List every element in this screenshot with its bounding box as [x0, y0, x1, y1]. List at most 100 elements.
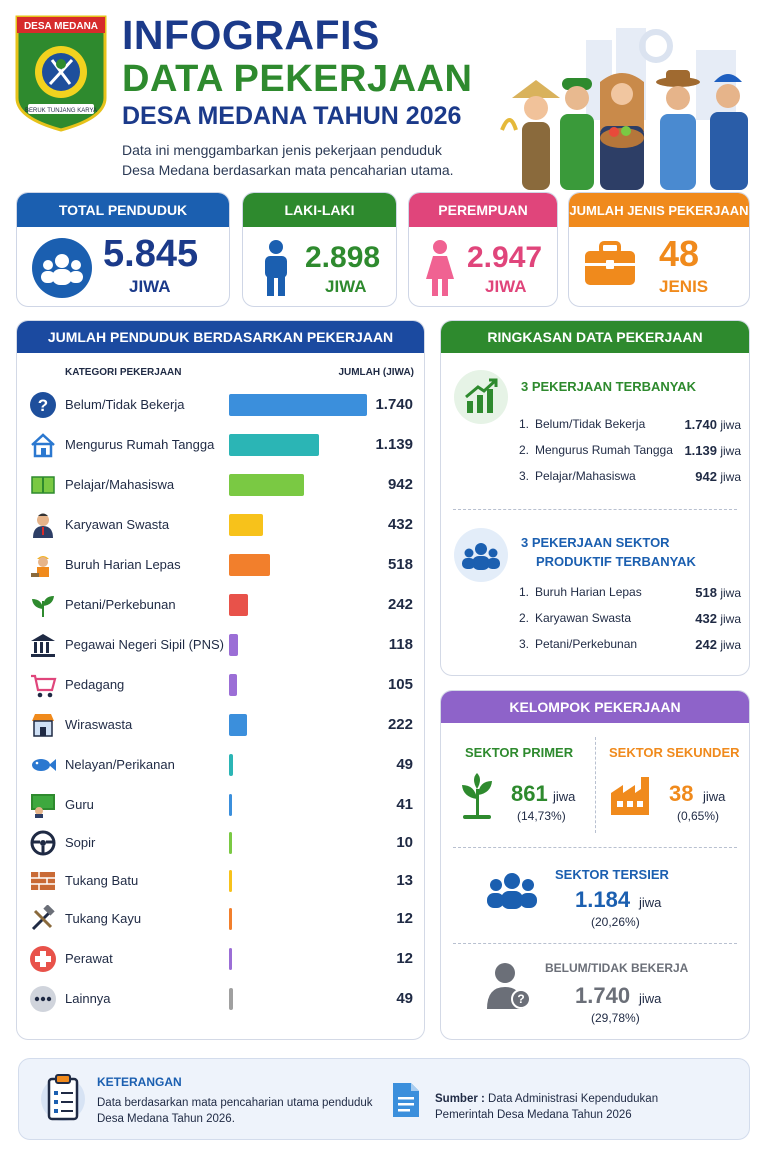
chart-bar	[229, 988, 233, 1010]
chart-bar	[229, 594, 248, 616]
chart-category-label: Mengurus Rumah Tangga	[65, 437, 215, 452]
medical-cross-icon	[30, 946, 56, 972]
chart-bar	[229, 554, 270, 576]
people-group-icon	[32, 238, 92, 298]
chart-value-label: 1.139	[375, 436, 413, 453]
stat-total-penduduk: TOTAL PENDUDUK 5.845 JIWA	[16, 192, 230, 307]
chart-category-label: Tukang Kayu	[65, 911, 142, 926]
chart-bar	[229, 674, 237, 696]
chart-category-label: Wiraswasta	[65, 717, 133, 732]
chart-category-label: Lainnya	[65, 991, 111, 1006]
chart-row: Tukang Batu 13	[17, 863, 423, 899]
chart-row: Sopir 10	[17, 825, 423, 861]
chart-bar	[229, 870, 232, 892]
stat-laki-laki: LAKI-LAKI 2.898 JIWA	[242, 192, 397, 307]
chart-value-label: 432	[387, 516, 413, 533]
chart-value-label: 242	[387, 596, 413, 613]
chart-bar	[229, 908, 232, 930]
chart-value-label: 49	[396, 756, 413, 773]
person-question-icon: ?	[487, 963, 531, 1009]
chart-category-label: Belum/Tidak Bekerja	[65, 397, 185, 412]
summary-list-item: 3. Petani/Perkebunan 242 jiwa	[519, 637, 741, 652]
village-emblem-logo: DESA MEDANA BERUK TUNJANG KARYA	[15, 15, 107, 132]
factory-icon	[611, 777, 649, 815]
chart-row: Mengurus Rumah Tangga 1.139	[17, 427, 423, 463]
workers-illustration	[500, 28, 748, 190]
chart-category-label: Petani/Perkebunan	[65, 597, 176, 612]
chart-category-label: Nelayan/Perikanan	[65, 757, 175, 772]
title-data-pekerjaan: DATA PEKERJAAN	[122, 58, 473, 100]
chart-bar	[229, 794, 232, 816]
cart-icon	[31, 674, 57, 698]
fish-icon	[32, 759, 56, 771]
chart-value-label: 41	[396, 796, 413, 813]
summary-list-item: 2. Karyawan Swasta 432 jiwa	[519, 611, 741, 626]
chart-row: Nelayan/Perikanan 49	[17, 747, 423, 783]
chart-row: Lainnya 49	[17, 981, 423, 1017]
stat-jumlah-jenis-pekerjaan: JUMLAH JENIS PEKERJAAN 48 JENIS	[568, 192, 750, 307]
plant-icon	[32, 596, 54, 617]
summary-list-item: 2. Mengurus Rumah Tangga 1.139 jiwa	[519, 443, 741, 458]
chart-row: Guru 41	[17, 787, 423, 823]
svg-text:BERUK TUNJANG KARYA: BERUK TUNJANG KARYA	[25, 108, 97, 114]
chart-value-label: 12	[396, 910, 413, 927]
chart-row: Wiraswasta 222	[17, 707, 423, 743]
chart-category-label: Pedagang	[65, 677, 125, 692]
job-groups-panel: KELOMPOK PEKERJAAN SEKTOR PRIMER 861 jiw…	[440, 690, 750, 1040]
government-building-icon	[31, 634, 55, 657]
chart-row: Pelajar/Mahasiswa 942	[17, 467, 423, 503]
chart-category-label: Tukang Batu	[65, 873, 139, 888]
chart-bar	[229, 754, 233, 776]
footer-note: KETERANGAN Data berdasarkan mata pencaha…	[18, 1058, 750, 1140]
brick-icon	[31, 872, 55, 890]
people-group-icon	[454, 528, 508, 582]
chart-row: Petani/Perkebunan 242	[17, 587, 423, 623]
svg-text:?: ?	[517, 992, 524, 1006]
chart-row: Buruh Harian Lepas 518	[17, 547, 423, 583]
chart-row: Karyawan Swasta 432	[17, 507, 423, 543]
chart-row: Pegawai Negeri Sipil (PNS) 118	[17, 627, 423, 663]
document-icon	[393, 1083, 419, 1117]
female-icon	[426, 240, 454, 296]
chart-value-label: 1.740	[375, 396, 413, 413]
shop-icon	[32, 714, 54, 737]
header-subtitle: Data ini menggambarkan jenis pekerjaan p…	[122, 142, 454, 178]
chart-bar	[229, 514, 263, 536]
chart-value-label: 49	[396, 990, 413, 1007]
chart-category-label: Buruh Harian Lepas	[65, 557, 181, 572]
more-icon	[30, 986, 56, 1012]
chart-bar	[229, 434, 319, 456]
chart-value-label: 13	[396, 872, 413, 889]
footer-note-text: Data berdasarkan mata pencaharian utama …	[97, 1097, 373, 1125]
title-desa-tahun: DESA MEDANA TAHUN 2026	[122, 102, 462, 130]
office-worker-icon	[33, 513, 53, 538]
chart-bar	[229, 634, 238, 656]
chart-value-label: 518	[387, 556, 413, 573]
footer-source: Sumber : Data Administrasi Kependudukan …	[435, 1093, 659, 1121]
growth-chart-icon	[454, 370, 508, 424]
chart-row: Tukang Kayu 12	[17, 901, 423, 937]
briefcase-icon	[585, 241, 635, 285]
chart-bar	[229, 832, 232, 854]
chart-bar	[229, 948, 232, 970]
house-icon	[31, 433, 55, 458]
chart-value-label: 105	[387, 676, 413, 693]
chart-bar	[229, 474, 304, 496]
jobs-bar-chart-panel: JUMLAH PENDUDUK BERDASARKAN PEKERJAAN KA…	[16, 320, 425, 1040]
chart-category-label: Perawat	[65, 951, 113, 966]
chart-value-label: 10	[396, 834, 413, 851]
stat-perempuan: PEREMPUAN 2.947 JIWA	[408, 192, 558, 307]
chart-category-label: Sopir	[65, 835, 96, 850]
people-group-icon	[487, 873, 537, 909]
question-icon: ?	[30, 392, 56, 418]
chart-value-label: 942	[387, 476, 413, 493]
chart-row: ? Belum/Tidak Bekerja 1.740	[17, 387, 423, 423]
summary-panel: RINGKASAN DATA PEKERJAAN 3 PEKERJAAN TER…	[440, 320, 750, 676]
summary-list-item: 1. Buruh Harian Lepas 518 jiwa	[519, 585, 741, 600]
chart-category-label: Karyawan Swasta	[65, 517, 170, 532]
laborer-icon	[31, 556, 49, 577]
steering-wheel-icon	[30, 830, 56, 856]
productive-jobs-title: 3 PEKERJAAN SEKTOR PRODUKTIF TERBANYAK	[521, 535, 696, 569]
clipboard-icon	[41, 1074, 85, 1121]
chart-bar	[229, 714, 247, 736]
